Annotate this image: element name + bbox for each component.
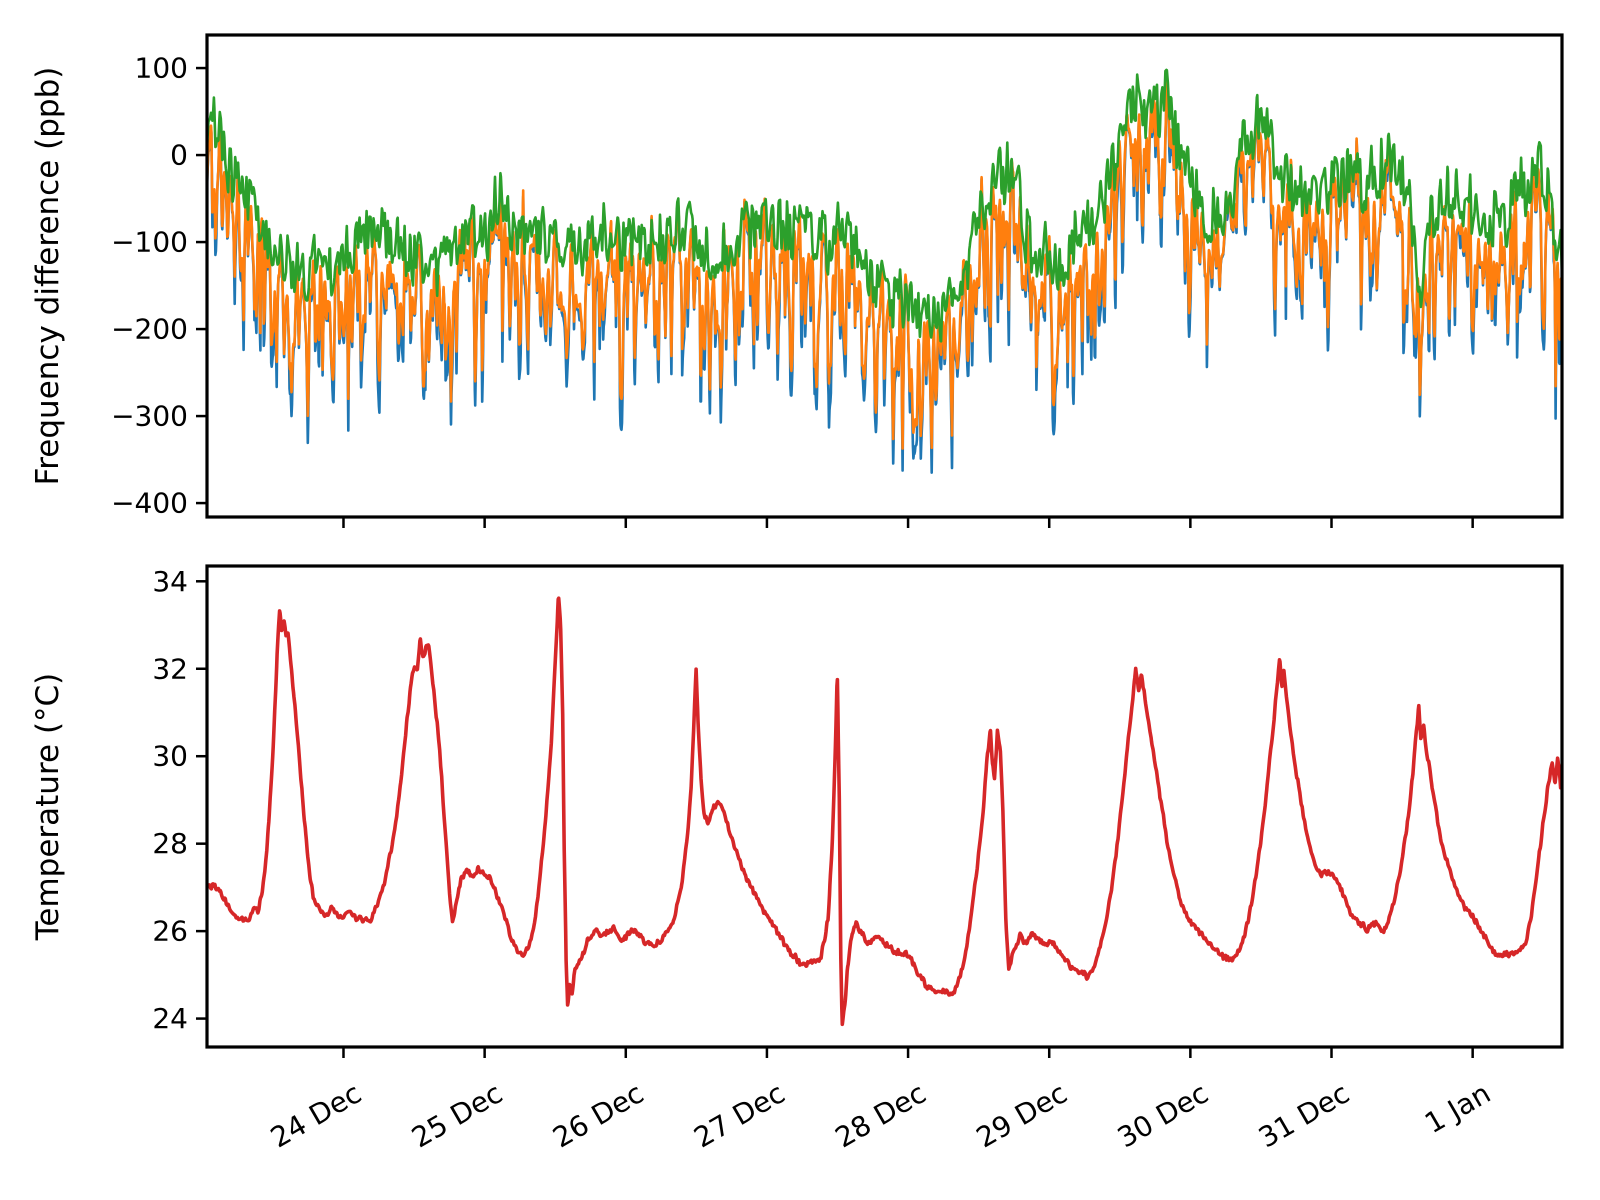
y-tick-label: 34 — [152, 565, 188, 598]
temperature-chart: 24 26 28 30 32 34 24 Dec 25 Dec 26 Dec 27 Dec 28 D… — [30, 564, 1564, 1154]
y-tick-label: −200 — [111, 313, 188, 346]
x-tick-label: 1 Jan — [1419, 1076, 1496, 1140]
y-tick-label: 26 — [152, 915, 188, 948]
y-axis-label: Temperature (°C) — [30, 673, 66, 942]
plot-spines — [205, 33, 1564, 519]
x-tick-label: 26 Dec — [547, 1076, 649, 1154]
y-tick-label: −100 — [111, 226, 188, 259]
y-tick-label: 30 — [152, 740, 188, 773]
x-axis — [342, 517, 1474, 528]
x-tick-label: 31 Dec — [1253, 1076, 1355, 1154]
x-tick-label: 29 Dec — [971, 1076, 1073, 1154]
y-tick-label: −400 — [111, 487, 188, 520]
y-tick-label: −300 — [111, 400, 188, 433]
x-tick-label: 24 Dec — [265, 1076, 367, 1154]
y-tick-label: 28 — [152, 827, 188, 860]
x-tick-label: 27 Dec — [688, 1076, 790, 1154]
series-red-line — [207, 596, 1562, 1027]
x-tick-label: 30 Dec — [1112, 1076, 1214, 1154]
y-tick-label: 100 — [135, 52, 188, 85]
series-green-line — [207, 68, 1562, 343]
y-axis: 100 0 −100 −200 −300 −400 — [111, 52, 207, 520]
y-tick-label: 0 — [170, 139, 188, 172]
y-tick-label: 32 — [152, 652, 188, 685]
y-tick-label: 24 — [152, 1002, 188, 1035]
x-tick-label: 28 Dec — [830, 1076, 932, 1154]
frequency-chart: 100 0 −100 −200 −300 −400 Frequency difference… — [30, 33, 1564, 528]
series-orange-line — [207, 77, 1562, 450]
y-axis: 24 26 28 30 32 34 — [152, 565, 207, 1035]
x-tick-label: 25 Dec — [406, 1076, 508, 1154]
x-axis: 24 Dec 25 Dec 26 Dec 27 Dec 28 Dec 29 Dec 30 D… — [265, 1047, 1496, 1154]
y-axis-label: Frequency difference (ppb) — [30, 67, 66, 486]
plot-spines — [205, 564, 1564, 1049]
